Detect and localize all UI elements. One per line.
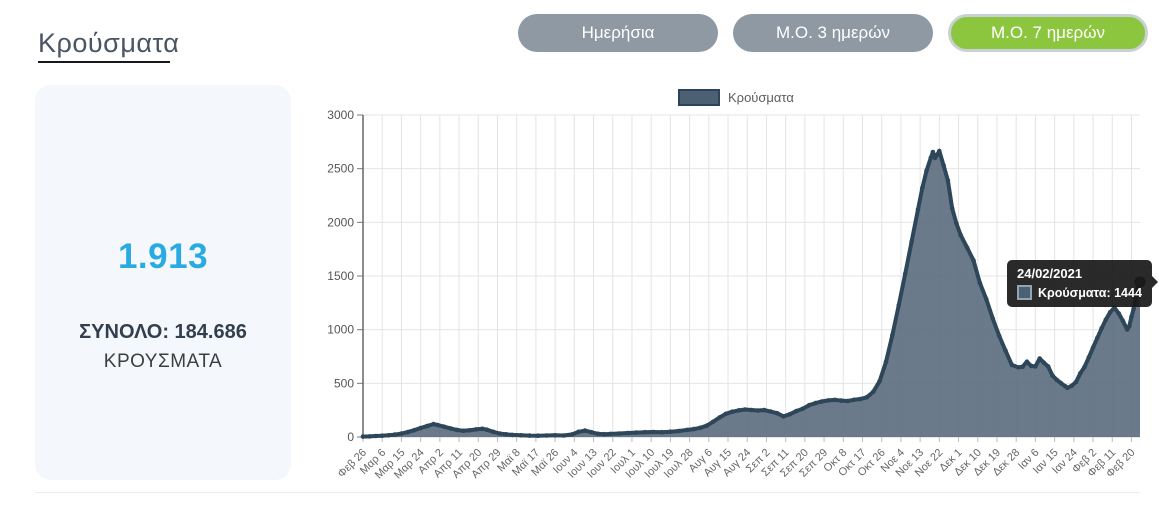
page-title: Κρούσματα xyxy=(38,28,180,59)
toggle-daily-button[interactable]: Ημερήσια xyxy=(518,14,718,52)
view-toggle-group: Ημερήσια Μ.Ο. 3 ημερών Μ.Ο. 7 ημερών xyxy=(518,14,1148,52)
legend-swatch-icon xyxy=(678,89,720,106)
tooltip-value: Κρούσματα: 1444 xyxy=(1038,285,1142,300)
cases-unit-label: ΚΡΟΥΣΜΑΤΑ xyxy=(103,351,223,372)
section-divider xyxy=(35,492,1140,493)
tooltip-row: Κρούσματα: 1444 xyxy=(1017,285,1142,300)
toggle-7day-avg-button[interactable]: Μ.Ο. 7 ημερών xyxy=(948,14,1148,52)
svg-text:500: 500 xyxy=(334,376,354,390)
title-underline xyxy=(38,61,170,63)
svg-text:1000: 1000 xyxy=(327,323,354,337)
total-cases-text: ΣΥΝΟΛΟ: 184.686 xyxy=(79,321,247,343)
svg-text:1500: 1500 xyxy=(327,269,354,283)
cases-chart-area: 0 500 1000 1500 2000 2500 3000 Φεβ 26 Μαρ 6 Μαρ 1… xyxy=(300,80,1169,518)
tooltip-date: 24/02/2021 xyxy=(1017,266,1083,281)
chart-legend-item[interactable]: Κρούσματα xyxy=(678,89,794,106)
summary-panel: 1.913 ΣΥΝΟΛΟ: 184.686 ΚΡΟΥΣΜΑΤΑ xyxy=(35,85,291,480)
latest-cases-value: 1.913 xyxy=(117,237,209,276)
svg-text:3000: 3000 xyxy=(327,108,354,122)
legend-label: Κρούσματα xyxy=(728,90,794,105)
chart-tooltip: 24/02/2021 Κρούσματα: 1444 xyxy=(1007,260,1158,307)
svg-text:0: 0 xyxy=(347,430,354,444)
svg-text:2000: 2000 xyxy=(327,215,354,229)
tooltip-series-swatch-icon xyxy=(1017,285,1032,300)
svg-text:2500: 2500 xyxy=(327,162,354,176)
toggle-3day-avg-button[interactable]: Μ.Ο. 3 ημερών xyxy=(733,14,933,52)
